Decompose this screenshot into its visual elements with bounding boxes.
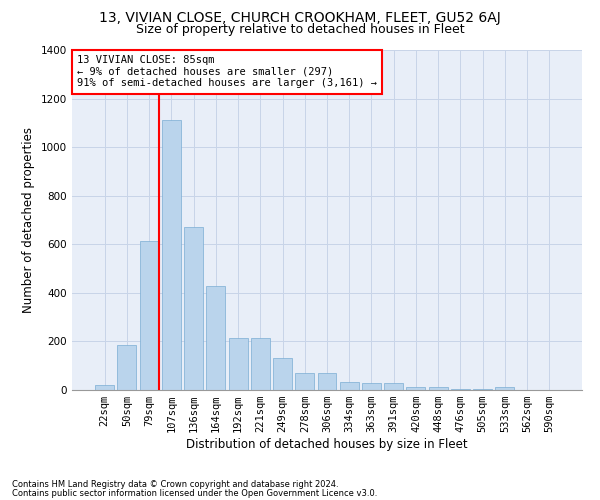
Bar	[295, 373, 314, 390]
Bar	[206, 286, 225, 390]
Bar	[184, 228, 203, 390]
Bar	[473, 389, 492, 390]
Bar	[251, 338, 270, 390]
Bar	[451, 389, 470, 390]
Text: Contains HM Land Registry data © Crown copyright and database right 2024.: Contains HM Land Registry data © Crown c…	[12, 480, 338, 489]
Bar	[362, 383, 381, 390]
Bar	[273, 358, 292, 390]
Bar	[118, 345, 136, 390]
Bar	[95, 385, 114, 390]
Bar	[140, 240, 158, 390]
Text: Contains public sector information licensed under the Open Government Licence v3: Contains public sector information licen…	[12, 488, 377, 498]
Text: Size of property relative to detached houses in Fleet: Size of property relative to detached ho…	[136, 22, 464, 36]
Bar	[229, 338, 248, 390]
Bar	[317, 373, 337, 390]
Text: 13, VIVIAN CLOSE, CHURCH CROOKHAM, FLEET, GU52 6AJ: 13, VIVIAN CLOSE, CHURCH CROOKHAM, FLEET…	[99, 11, 501, 25]
Bar	[496, 386, 514, 390]
Bar	[162, 120, 181, 390]
Text: 13 VIVIAN CLOSE: 85sqm
← 9% of detached houses are smaller (297)
91% of semi-det: 13 VIVIAN CLOSE: 85sqm ← 9% of detached …	[77, 55, 377, 88]
Bar	[406, 386, 425, 390]
Bar	[384, 383, 403, 390]
X-axis label: Distribution of detached houses by size in Fleet: Distribution of detached houses by size …	[186, 438, 468, 451]
Bar	[340, 382, 359, 390]
Y-axis label: Number of detached properties: Number of detached properties	[22, 127, 35, 313]
Bar	[429, 386, 448, 390]
